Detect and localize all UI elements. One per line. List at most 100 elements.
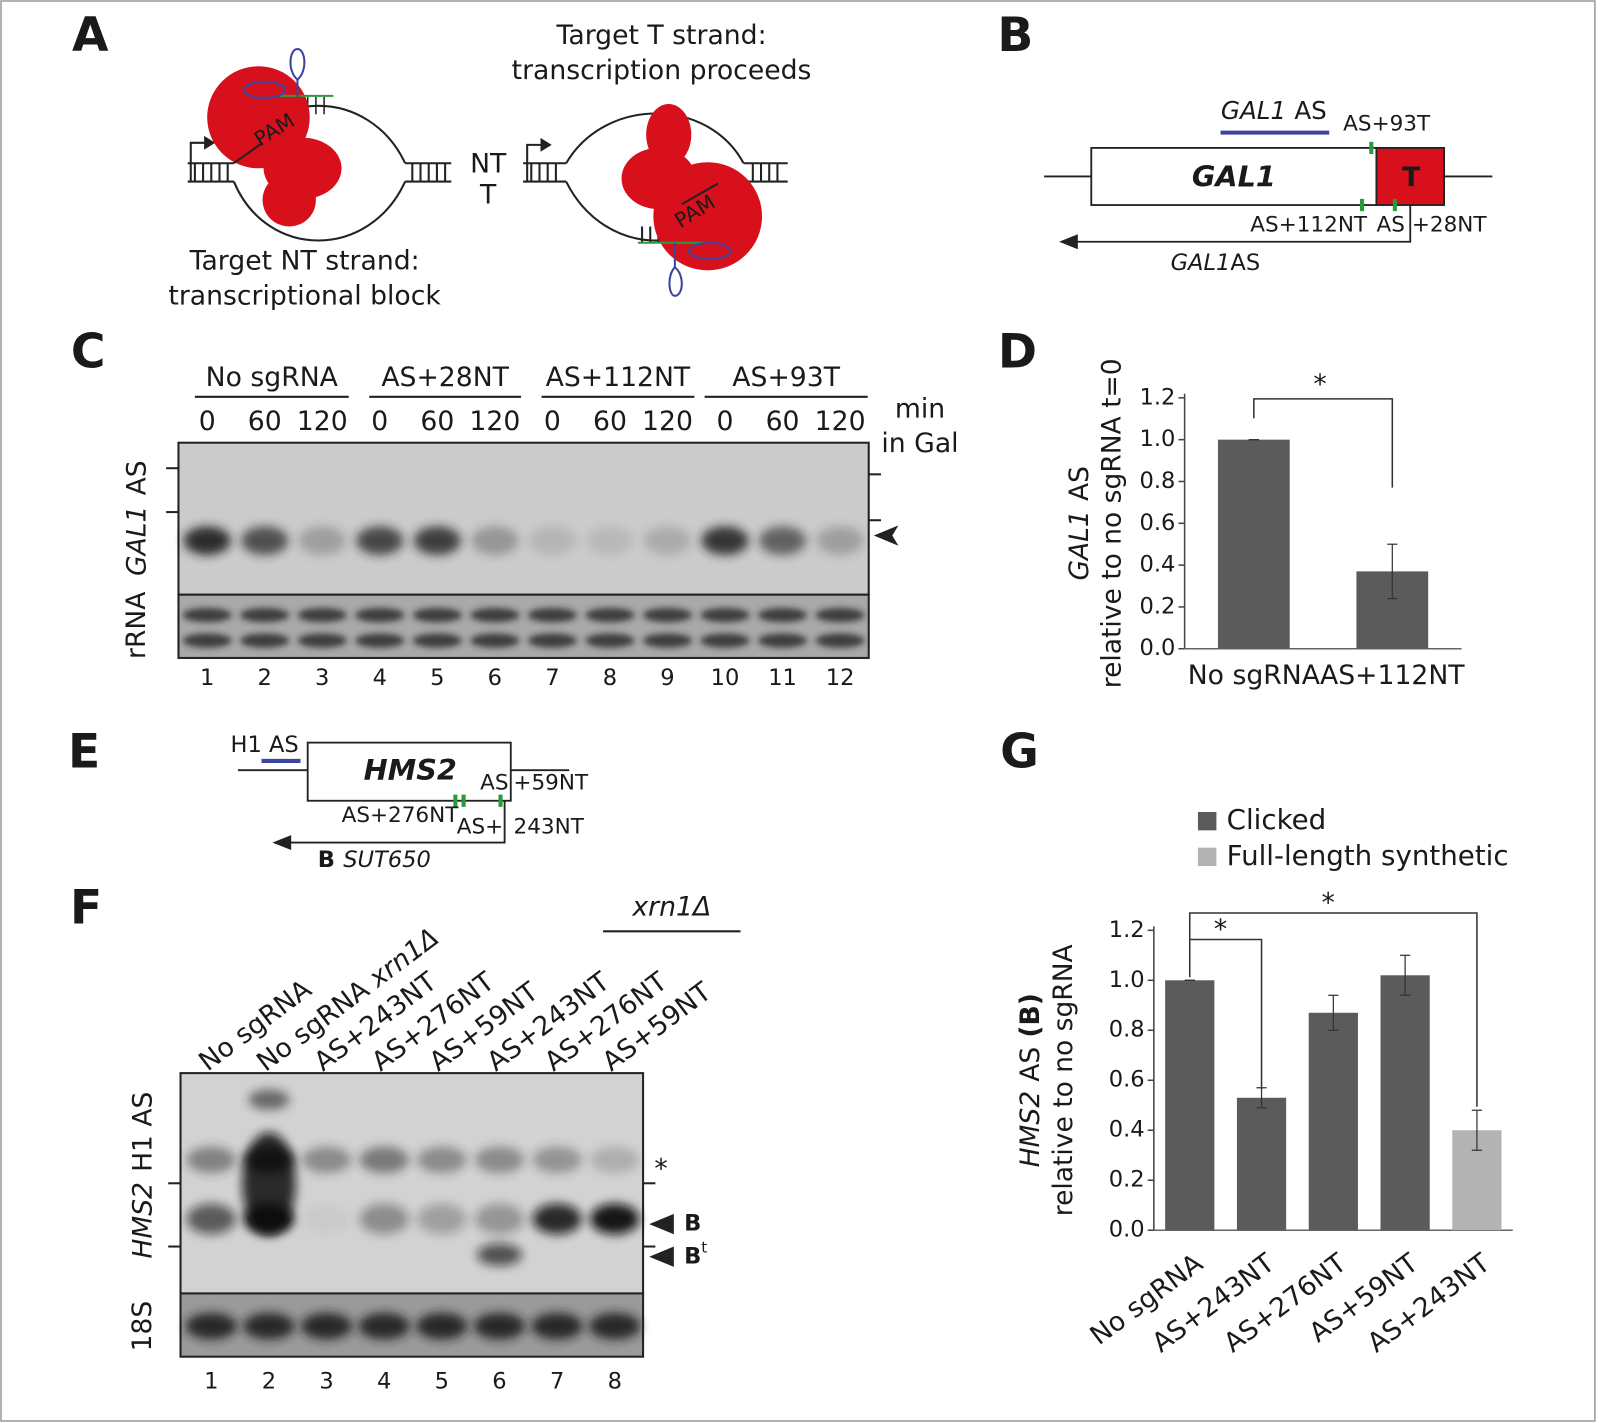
band bbox=[586, 526, 634, 555]
y-tick-label: 0.8 bbox=[1139, 468, 1175, 494]
error-bar bbox=[1387, 543, 1398, 600]
band bbox=[186, 1203, 236, 1235]
lane-number: 11 bbox=[768, 665, 797, 691]
bar bbox=[1165, 980, 1215, 1231]
time-label: 60 bbox=[766, 406, 800, 437]
x-tick-label: AS+112NT bbox=[1320, 660, 1465, 691]
y-tick-label: 1.0 bbox=[1109, 967, 1145, 993]
band bbox=[585, 633, 635, 648]
lane-number: 5 bbox=[435, 1369, 449, 1395]
lane-number: 10 bbox=[711, 665, 740, 691]
band bbox=[356, 526, 404, 555]
lane-number: 8 bbox=[603, 665, 617, 691]
time-label: 0 bbox=[199, 406, 216, 437]
y-tick-label: 0.2 bbox=[1139, 593, 1175, 619]
error-bar bbox=[1471, 1109, 1483, 1151]
band bbox=[585, 607, 635, 623]
y-tick-label: 0.2 bbox=[1109, 1167, 1145, 1193]
band bbox=[359, 1146, 409, 1174]
band bbox=[470, 607, 520, 623]
panel-letter: F bbox=[70, 881, 102, 936]
lane-number: 12 bbox=[826, 665, 855, 691]
label: AS+93T bbox=[1343, 111, 1431, 136]
band bbox=[474, 1146, 525, 1174]
band bbox=[757, 607, 808, 623]
diagram-b bbox=[1044, 130, 1493, 250]
band bbox=[302, 1204, 351, 1235]
band bbox=[412, 633, 462, 648]
label-part: HMS2 bbox=[127, 1182, 158, 1258]
label: +28NT bbox=[1412, 212, 1488, 237]
band bbox=[185, 1312, 237, 1340]
label: transcriptional block bbox=[168, 280, 441, 311]
panel-letter: E bbox=[68, 724, 100, 779]
band bbox=[476, 1243, 523, 1266]
band bbox=[701, 526, 749, 555]
y-tick-label: 0.0 bbox=[1139, 635, 1175, 661]
band bbox=[527, 633, 578, 648]
band bbox=[300, 1312, 353, 1340]
bar bbox=[1380, 975, 1430, 1231]
band bbox=[417, 1146, 467, 1174]
lane-number: 4 bbox=[373, 665, 387, 691]
y-axis-label: HMS2 AS (B) bbox=[1014, 993, 1045, 1167]
panel-letter: C bbox=[71, 325, 106, 380]
label: GAL1AS bbox=[121, 460, 152, 575]
label: +59NT bbox=[513, 770, 589, 795]
label-part: AS bbox=[1063, 466, 1094, 501]
band bbox=[183, 526, 231, 555]
label-part: (B) bbox=[1014, 993, 1045, 1037]
label: transcription proceeds bbox=[512, 55, 812, 86]
band bbox=[297, 633, 347, 648]
label-part: GAL1 bbox=[1171, 250, 1231, 276]
time-label: 120 bbox=[297, 406, 348, 437]
label: GAL1AS bbox=[1171, 250, 1261, 276]
lane-number: 5 bbox=[430, 665, 444, 691]
band bbox=[301, 1146, 352, 1174]
group-label: AS+28NT bbox=[381, 362, 509, 393]
band bbox=[417, 1203, 467, 1235]
label: in Gal bbox=[881, 428, 958, 459]
lane-number: 7 bbox=[545, 665, 559, 691]
significance-mark: * bbox=[1214, 914, 1227, 945]
terminator-label: T bbox=[1402, 162, 1420, 193]
band bbox=[642, 607, 693, 623]
label: xrn1Δ bbox=[631, 891, 711, 922]
label-part: B bbox=[318, 846, 335, 872]
significance-bracket bbox=[1253, 398, 1394, 488]
lane-number: 9 bbox=[660, 665, 674, 691]
label: B bbox=[684, 1211, 701, 1237]
band bbox=[589, 1312, 641, 1340]
band bbox=[816, 526, 864, 555]
lane-number: 8 bbox=[608, 1369, 622, 1395]
band bbox=[182, 633, 232, 648]
label-part: GAL1 bbox=[1221, 96, 1286, 125]
band bbox=[758, 526, 807, 555]
band bbox=[355, 607, 405, 623]
legend-swatch bbox=[1197, 847, 1217, 867]
band bbox=[590, 1203, 640, 1235]
label: Bt bbox=[684, 1238, 707, 1269]
y-tick-label: 0.4 bbox=[1109, 1117, 1145, 1143]
gene-label: GAL1 bbox=[1192, 160, 1276, 194]
lane-number: 7 bbox=[550, 1369, 564, 1395]
label: 18S bbox=[127, 1301, 158, 1352]
legend-label: Full-length synthetic bbox=[1227, 839, 1509, 872]
group-label: No sgRNA bbox=[206, 362, 338, 393]
lane-number: 3 bbox=[319, 1369, 333, 1395]
error-bar bbox=[1399, 954, 1411, 996]
y-axis-label: GAL1 AS bbox=[1063, 466, 1094, 580]
group-label: AS+93T bbox=[732, 362, 840, 393]
band bbox=[297, 607, 347, 623]
label-part: t bbox=[701, 1238, 707, 1256]
panel-letter: D bbox=[998, 325, 1037, 380]
band bbox=[358, 1312, 410, 1340]
lane-number: 4 bbox=[377, 1369, 391, 1395]
band bbox=[186, 1146, 236, 1174]
label: Target T strand: bbox=[555, 20, 766, 51]
band bbox=[531, 1312, 583, 1340]
label: H1 AS bbox=[230, 732, 298, 758]
